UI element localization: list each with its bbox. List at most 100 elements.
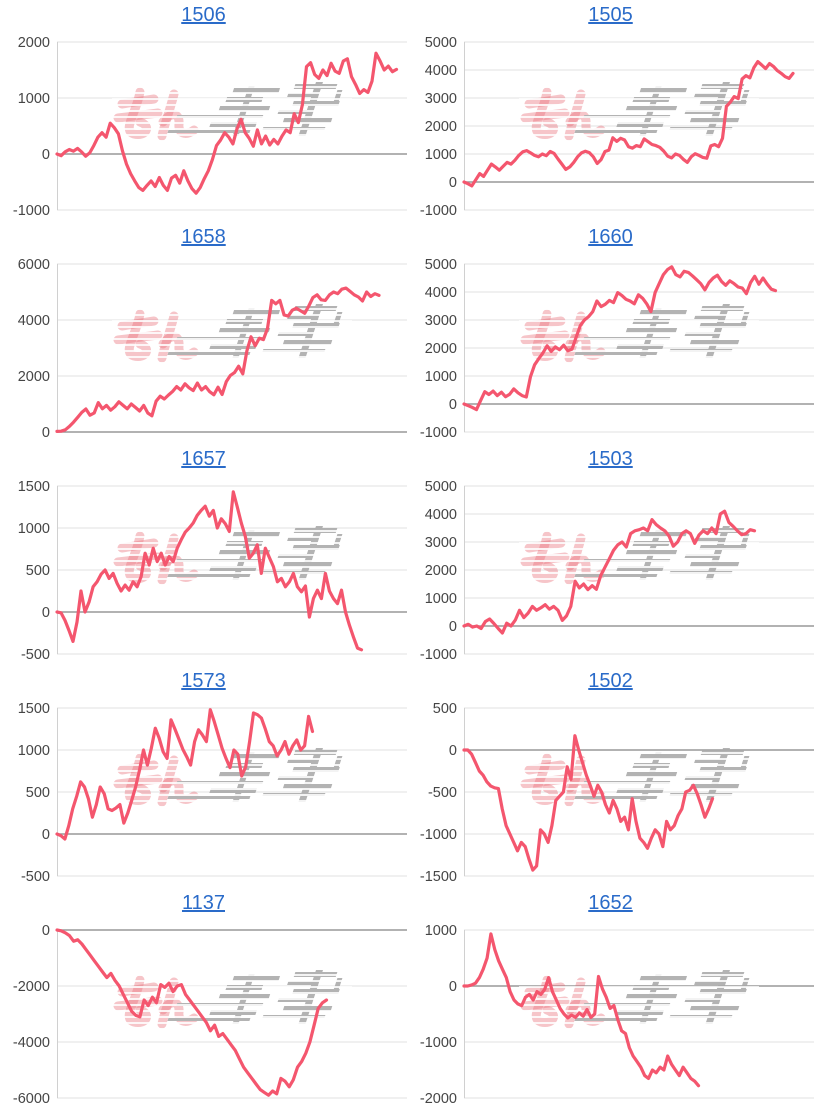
y-tick-label: 4000 [425, 63, 457, 79]
chart-title-row: 1137 [0, 892, 407, 915]
chart-title-link[interactable]: 1657 [181, 448, 226, 470]
chart-title-link[interactable]: 1502 [588, 670, 633, 692]
y-tick-label: 1000 [425, 369, 457, 385]
chart-title-row: 1505 [407, 4, 814, 27]
series-line [55, 708, 315, 841]
y-tick-label: 3000 [425, 91, 457, 107]
y-tick-label: 2000 [425, 563, 457, 579]
y-tick-label: 6000 [18, 257, 50, 273]
series-line [462, 734, 715, 872]
y-tick-label: 4000 [425, 285, 457, 301]
y-tick-label: 2000 [425, 341, 457, 357]
chart-grid-layer: -1000 0 1000 2000 3000 4000 5000 [420, 35, 814, 219]
chart-cell: 1658 0 2000 4000 6000 [0, 222, 407, 444]
y-tick-label: -1000 [420, 425, 457, 441]
chart-title-link[interactable]: 1505 [588, 4, 633, 26]
chart-title-link[interactable]: 1652 [588, 892, 633, 914]
y-tick-label: 1000 [425, 591, 457, 607]
y-tick-label: 1000 [18, 521, 50, 537]
y-tick-label: 5000 [425, 35, 457, 51]
chart-title-link[interactable]: 1658 [181, 226, 226, 248]
chart-cell: 1505 -1000 0 1000 2000 3000 4000 5000 [407, 0, 814, 222]
y-tick-label: -1000 [420, 203, 457, 219]
y-tick-label: 4000 [18, 313, 50, 329]
y-tick-label: 0 [449, 979, 457, 995]
chart-title-link[interactable]: 1506 [181, 4, 226, 26]
y-tick-label: 0 [42, 923, 50, 939]
y-tick-label: 500 [26, 563, 50, 579]
y-tick-label: 1000 [425, 147, 457, 163]
series-line [462, 932, 701, 1088]
y-tick-label: 0 [449, 175, 457, 191]
line-chart [55, 51, 399, 195]
series-line [462, 509, 757, 635]
y-tick-label: 0 [42, 605, 50, 621]
y-tick-label: -1000 [420, 827, 457, 843]
y-tick-label: 1500 [18, 479, 50, 495]
chart-cell: 1137 -6000 -4000 -2000 0 [0, 888, 407, 1110]
chart-cell: 1660 -1000 0 1000 2000 3000 4000 5000 [407, 222, 814, 444]
y-tick-label: -500 [21, 647, 50, 663]
chart-title-link[interactable]: 1137 [181, 892, 225, 914]
y-tick-label: 2000 [18, 369, 50, 385]
chart-title-row: 1658 [0, 226, 407, 249]
y-tick-label: 1000 [18, 743, 50, 759]
chart-title-row: 1657 [0, 448, 407, 471]
chart-title-link[interactable]: 1503 [588, 448, 633, 470]
line-chart [462, 932, 701, 1088]
chart-cell: 1657 -500 0 500 1000 1500 [0, 444, 407, 666]
series-line [55, 928, 329, 1097]
line-chart [462, 265, 778, 412]
y-tick-label: 500 [26, 785, 50, 801]
series-line [55, 286, 381, 433]
y-tick-label: -2000 [13, 979, 50, 995]
chart-cell: 1573 -500 0 500 1000 1500 [0, 666, 407, 888]
series-line [462, 59, 795, 188]
y-tick-label: 2000 [425, 119, 457, 135]
chart-cell: 1652 -2000 -1000 0 1000 [407, 888, 814, 1110]
line-chart [55, 928, 329, 1097]
line-chart [55, 286, 381, 433]
chart-title-row: 1652 [407, 892, 814, 915]
chart-title-row: 1502 [407, 670, 814, 693]
y-tick-label: 0 [449, 743, 457, 759]
y-tick-label: 5000 [425, 479, 457, 495]
chart-cell: 1506 -1000 0 1000 2000 [0, 0, 407, 222]
y-tick-label: 0 [42, 147, 50, 163]
series-line [55, 51, 399, 195]
line-chart [462, 59, 795, 188]
y-tick-label: 0 [42, 425, 50, 441]
line-chart [55, 490, 364, 652]
y-tick-label: 2000 [18, 35, 50, 51]
y-tick-label: 0 [449, 619, 457, 635]
chart-title-link[interactable]: 1660 [588, 226, 633, 248]
y-tick-label: -1000 [420, 647, 457, 663]
chart-cell: 1503 -1000 0 1000 2000 3000 4000 5000 [407, 444, 814, 666]
chart-grid-layer: -2000 -1000 0 1000 [420, 923, 814, 1107]
y-tick-label: 0 [449, 397, 457, 413]
chart-title-row: 1573 [0, 670, 407, 693]
y-tick-label: -1000 [420, 1035, 457, 1051]
y-tick-label: 3000 [425, 313, 457, 329]
y-tick-label: -6000 [13, 1091, 50, 1107]
line-chart [462, 734, 715, 872]
chart-title-row: 1503 [407, 448, 814, 471]
y-tick-label: 3000 [425, 535, 457, 551]
y-tick-label: 0 [42, 827, 50, 843]
y-tick-label: -500 [428, 785, 457, 801]
series-line [462, 265, 778, 412]
line-chart [55, 708, 315, 841]
y-tick-label: 5000 [425, 257, 457, 273]
y-tick-label: 500 [433, 701, 457, 717]
y-tick-label: 4000 [425, 507, 457, 523]
y-tick-label: -4000 [13, 1035, 50, 1051]
y-tick-label: -500 [21, 869, 50, 885]
chart-title-link[interactable]: 1573 [181, 670, 226, 692]
series-line [55, 490, 364, 652]
line-chart [462, 509, 757, 635]
y-tick-label: -2000 [420, 1091, 457, 1107]
y-tick-label: 1500 [18, 701, 50, 717]
y-tick-label: -1500 [420, 869, 457, 885]
y-tick-label: 1000 [425, 923, 457, 939]
